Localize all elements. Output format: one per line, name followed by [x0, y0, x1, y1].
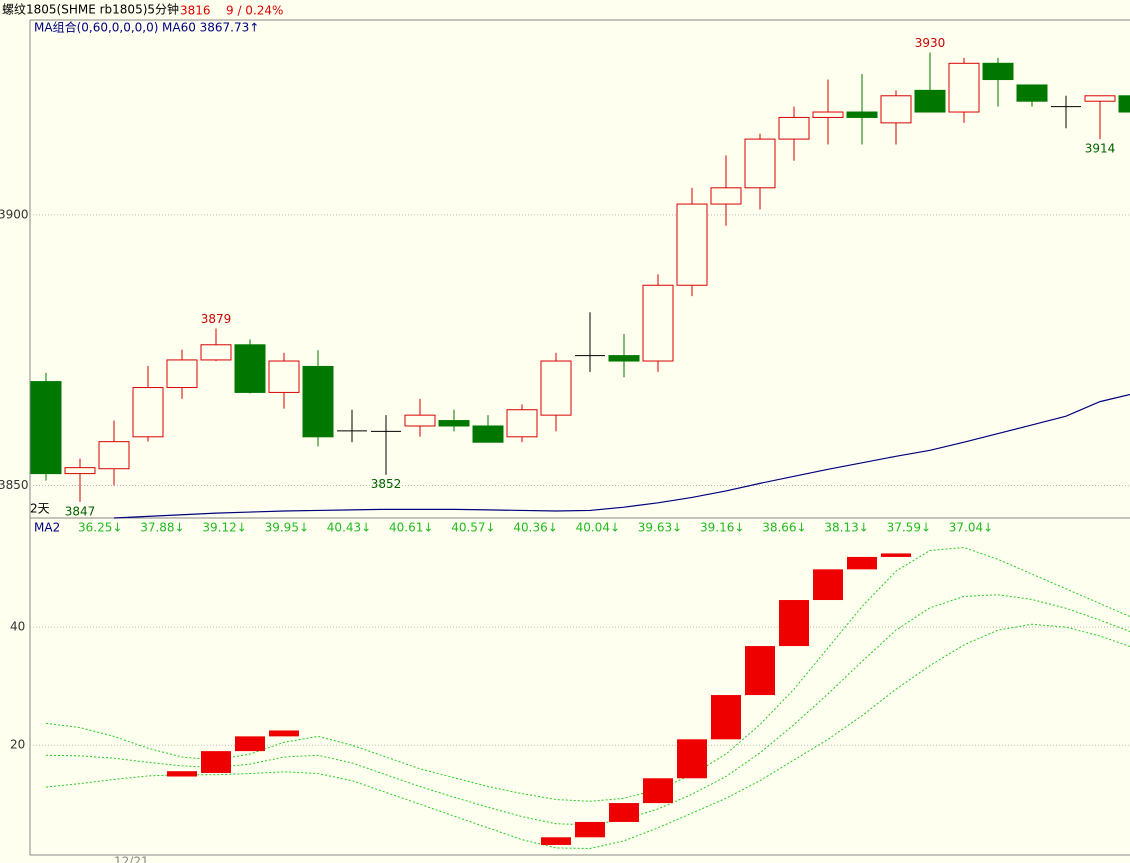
candle-body: [166, 359, 198, 389]
ma-value-label: 39.95↓: [265, 521, 309, 535]
price: 3816: [180, 4, 211, 18]
bar: [575, 821, 605, 838]
y-tick-label: 3850: [0, 478, 29, 492]
bar: [269, 730, 299, 737]
bar: [643, 778, 673, 804]
candle-body: [608, 355, 640, 362]
ma-curve: [45, 547, 1130, 802]
candle-body: [948, 62, 980, 113]
ma-value-label: 37.59↓: [887, 521, 931, 535]
candle-body: [540, 360, 572, 416]
candle-body: [778, 116, 810, 140]
candle-body: [438, 420, 470, 427]
bar: [201, 751, 231, 773]
legend: MA组合(0,60,0,0,0,0): [34, 20, 158, 35]
candle-body: [30, 381, 62, 475]
candle-body: [676, 203, 708, 286]
y-tick-label: 3900: [0, 207, 29, 221]
candle-body: [744, 138, 776, 189]
ma-value-label: 40.61↓: [389, 521, 433, 535]
ma-value-label: 37.88↓: [140, 521, 184, 535]
ma-curve: [45, 594, 1130, 826]
candle-body: [982, 62, 1014, 81]
candle-body: [846, 111, 878, 118]
candle-body: [1016, 84, 1048, 102]
bar: [677, 739, 707, 779]
ma-line: [113, 393, 1130, 519]
bar: [711, 695, 741, 740]
ma-value-label: 38.66↓: [762, 521, 806, 535]
bar: [813, 569, 843, 601]
ma-value-label: 38.13↓: [824, 521, 868, 535]
bar: [541, 837, 571, 845]
ma-value-label: 40.04↓: [576, 521, 620, 535]
candle-body: [1118, 95, 1130, 113]
candle-body: [880, 95, 912, 124]
ma-value-label: 36.25↓: [78, 521, 122, 535]
candle-body: [1084, 95, 1116, 102]
ma-value-label: 40.57↓: [451, 521, 495, 535]
y-tick-label: 40: [10, 620, 25, 634]
bar: [745, 646, 775, 696]
bar: [847, 556, 877, 570]
candle-body: [642, 284, 674, 362]
candle-body: [472, 425, 504, 443]
x-label: 12/21: [114, 855, 149, 863]
symbol: 螺纹1805(SHME rb1805)5分钟: [2, 2, 179, 17]
ma-curve: [45, 623, 1130, 850]
y-tick-label: 20: [10, 738, 25, 752]
bar: [881, 553, 911, 557]
annotation: 3852: [371, 477, 402, 491]
annotation: 3930: [915, 36, 946, 50]
candle-body: [404, 414, 436, 427]
candle-body: [914, 89, 946, 113]
candle-body: [302, 365, 334, 438]
bar: [609, 803, 639, 822]
candle-body: [200, 344, 232, 361]
ma-value-label: 39.16↓: [700, 521, 744, 535]
candle-body: [98, 441, 130, 470]
candle-body: [234, 344, 266, 393]
annotation: 3914: [1085, 142, 1116, 156]
candle-body: [132, 387, 164, 438]
candle-body: [268, 360, 300, 393]
bar: [779, 600, 809, 647]
change: 9 / 0.24%: [226, 4, 283, 18]
bar: [167, 771, 197, 777]
candle-body: [64, 467, 96, 475]
annotation: 3879: [201, 312, 232, 326]
candle-body: [812, 111, 844, 118]
ma-value-label: 39.63↓: [638, 521, 682, 535]
ma-value-label: 40.36↓: [513, 521, 557, 535]
ma-value-label: 39.12↓: [202, 521, 246, 535]
panel-title: MA2: [34, 521, 60, 535]
ma-legend: MA60 3867.73↑: [162, 21, 259, 35]
ma-value-label: 37.04↓: [949, 521, 993, 535]
candle-body: [506, 409, 538, 438]
candle-body: [710, 187, 742, 205]
period-label: 2天: [30, 502, 50, 516]
ma-value-label: 40.43↓: [327, 521, 371, 535]
annotation: 3847: [65, 504, 96, 518]
bar: [235, 736, 265, 752]
